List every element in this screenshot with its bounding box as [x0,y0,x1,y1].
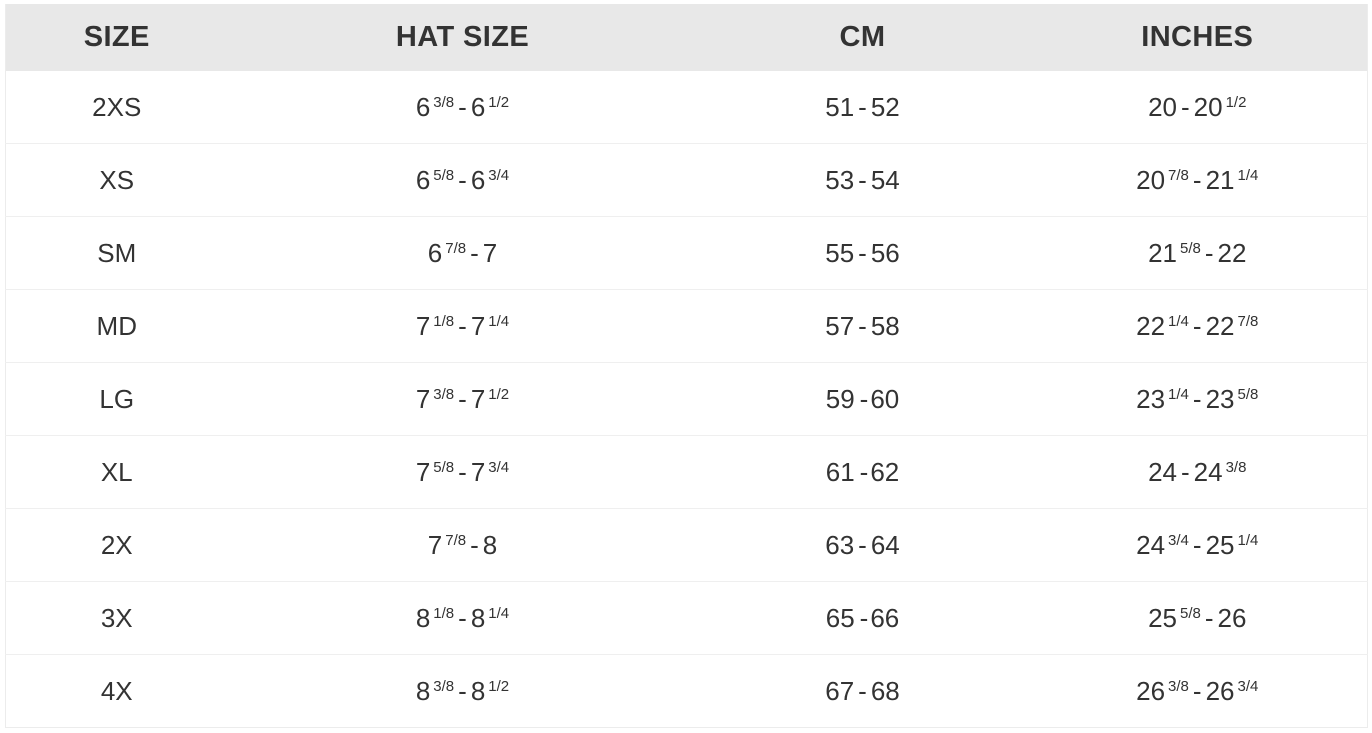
table-row: XL 7 5/8-7 3/4 61 -62 24-24 3/8 [5,435,1368,509]
hat-size-chart-table: SIZE HAT SIZE CM INCHES 2XS 6 3/8-6 1/2 51-5… [5,4,1368,728]
cell-inches: 20 7/8-21 1/4 [1027,143,1368,217]
table-row: 4X 8 3/8-8 1/2 67-68 26 3/8-26 3/4 [5,654,1368,728]
cell-hat-size: 8 1/8-8 1/4 [227,581,698,655]
cell-size: XL [5,435,228,509]
cell-inches: 24 3/4-25 1/4 [1027,508,1368,582]
cell-hat-size: 6 7/8-7 [227,216,698,290]
cell-inches: 20-20 1/2 [1148,92,1247,122]
cell-hat-size: 8 3/8-8 1/2 [227,654,698,728]
table-header: SIZE HAT SIZE CM INCHES [5,4,1368,71]
table-row: 3X 8 1/8-8 1/4 65 -66 25 5/8-26 [5,581,1368,655]
cell-cm: 61 -62 [697,435,1028,509]
cell-size: 4X [5,654,228,728]
cell-size: 2X [5,508,228,582]
cell-inches: 23 1/4-23 5/8 [1027,362,1368,436]
cell-inches: 24-24 3/8 [1027,435,1368,509]
cell-hat-size: 6 3/8-6 1/2 [415,92,510,122]
cell-inches: 22 1/4-22 7/8 [1027,289,1368,363]
cell-hat-size: 7 5/8-7 3/4 [227,435,698,509]
column-header-hat-size: HAT SIZE [227,4,698,71]
cell-cm: 59 -60 [697,362,1028,436]
column-header-size: SIZE [5,4,228,71]
column-header-inches: INCHES [1027,4,1368,71]
cell-size: SM [5,216,228,290]
cell-hat-size: 6 5/8-6 3/4 [227,143,698,217]
table-row: MD 7 1/8-7 1/4 57-58 22 1/4-22 7/8 [5,289,1368,363]
table-row: XS 6 5/8-6 3/4 53-54 20 7/8-21 1/4 [5,143,1368,217]
table-row: LG 7 3/8-7 1/2 59 -60 23 1/4-23 5/8 [5,362,1368,436]
cell-size: 2XS [92,92,142,122]
cell-inches: 25 5/8-26 [1027,581,1368,655]
cell-cm: 63-64 [697,508,1028,582]
cell-cm: 65 -66 [697,581,1028,655]
cell-size: 3X [5,581,228,655]
cell-inches: 21 5/8-22 [1027,216,1368,290]
cell-size: MD [5,289,228,363]
table-row: 2X 7 7/8-8 63-64 24 3/4-25 1/4 [5,508,1368,582]
cell-size: XS [5,143,228,217]
cell-cm: 51-52 [825,92,900,122]
header-row: SIZE HAT SIZE CM INCHES [5,4,1368,71]
cell-size: LG [5,362,228,436]
cell-cm: 57-58 [697,289,1028,363]
cell-cm: 67-68 [697,654,1028,728]
table-body: 2XS 6 3/8-6 1/2 51-52 20-20 1/2 XS 6 5/8-6 3/4 53-5… [5,71,1368,728]
table-row: SM 6 7/8-7 55-56 21 5/8-22 [5,216,1368,290]
cell-cm: 53-54 [697,143,1028,217]
column-header-cm: CM [697,4,1028,71]
cell-inches: 26 3/8-26 3/4 [1027,654,1368,728]
cell-hat-size: 7 3/8-7 1/2 [227,362,698,436]
cell-hat-size: 7 1/8-7 1/4 [227,289,698,363]
cell-hat-size: 7 7/8-8 [227,508,698,582]
table-row: 2XS 6 3/8-6 1/2 51-52 20-20 1/2 [6,71,1368,144]
cell-cm: 55-56 [697,216,1028,290]
